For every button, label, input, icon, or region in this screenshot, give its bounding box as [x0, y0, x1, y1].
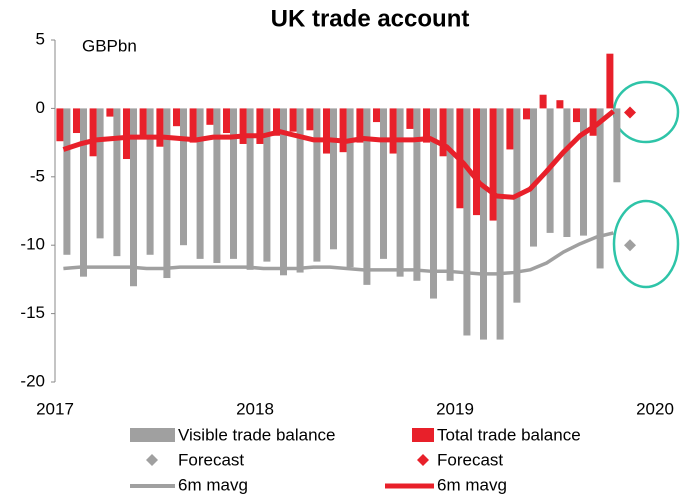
bar [330, 108, 337, 250]
bar [113, 108, 121, 257]
bar [606, 53, 614, 109]
legend-label: 6m mavg [178, 475, 248, 494]
bar [613, 108, 621, 183]
legend: Visible trade balance Total trade balanc… [130, 425, 581, 494]
bar [63, 108, 71, 255]
bar [423, 108, 430, 143]
forecast-point [624, 239, 636, 252]
y-tick-label: -10 [20, 235, 45, 254]
bar [406, 108, 414, 129]
x-tick-label: 2020 [636, 399, 674, 418]
x-tick-label: 2019 [436, 399, 474, 418]
bar [573, 108, 580, 123]
bar [596, 108, 604, 269]
bar [280, 108, 287, 276]
bar [163, 108, 171, 279]
bar [256, 108, 264, 144]
bar [439, 108, 447, 157]
y-axis-unit: GBPbn [82, 36, 137, 55]
legend-swatch [146, 454, 158, 466]
bar [363, 108, 371, 285]
bar [339, 108, 347, 153]
bar [463, 108, 471, 336]
bar [506, 108, 514, 150]
chart-title: UK trade account [271, 5, 470, 32]
y-tick-label: -20 [20, 371, 45, 390]
legend-label: Total trade balance [437, 425, 581, 444]
bar [139, 108, 147, 139]
bar [380, 108, 387, 259]
bar [473, 108, 480, 216]
highlight-circle [612, 199, 680, 289]
bar [239, 108, 247, 144]
bar [173, 108, 180, 127]
legend-swatch [130, 428, 175, 442]
bar [80, 108, 87, 277]
bar [180, 108, 187, 246]
bar [430, 108, 437, 299]
bar [389, 108, 397, 154]
legend-swatch [417, 454, 429, 466]
bar [480, 108, 487, 340]
legend-label: Forecast [437, 450, 503, 469]
bar [513, 108, 521, 303]
legend-label: 6m mavg [437, 475, 507, 494]
bar [213, 108, 221, 263]
bar [323, 108, 330, 154]
bar [556, 100, 564, 109]
bar [189, 108, 197, 143]
bar [73, 108, 80, 134]
bar [206, 108, 214, 125]
bar [563, 108, 571, 237]
legend-swatch [412, 428, 434, 442]
bar [539, 94, 547, 109]
bar [313, 108, 321, 262]
bar [223, 108, 230, 134]
bar [296, 108, 304, 273]
x-tick-label: 2017 [36, 399, 74, 418]
bar [530, 108, 537, 247]
bar [496, 108, 504, 340]
y-tick-label: 0 [36, 98, 45, 117]
bar [196, 108, 204, 259]
bar [96, 108, 104, 239]
line [63, 231, 614, 276]
bar [396, 108, 404, 277]
y-tick-label: 5 [36, 29, 45, 48]
bar [413, 108, 421, 281]
bar [89, 108, 97, 157]
bar [106, 108, 114, 117]
bar [356, 108, 364, 143]
bar [130, 108, 137, 287]
y-tick-label: -15 [20, 303, 45, 322]
bar [589, 108, 597, 136]
bar [146, 108, 154, 255]
bar [346, 108, 354, 268]
y-tick-label: -5 [30, 166, 45, 185]
forecast-point [624, 106, 636, 119]
bar [446, 108, 454, 281]
bar [263, 108, 271, 262]
line [62, 109, 615, 200]
bar [523, 108, 530, 120]
legend-label: Visible trade balance [178, 425, 336, 444]
bar [230, 108, 237, 259]
bar [580, 108, 587, 236]
bar [56, 108, 64, 142]
bar [289, 108, 297, 132]
bar [373, 108, 380, 123]
bar [123, 108, 130, 160]
legend-label: Forecast [178, 450, 244, 469]
bar [306, 108, 314, 131]
bar [489, 108, 497, 221]
bar [156, 108, 164, 147]
bar [273, 108, 280, 136]
bar [246, 108, 254, 270]
x-tick-label: 2018 [236, 399, 274, 418]
